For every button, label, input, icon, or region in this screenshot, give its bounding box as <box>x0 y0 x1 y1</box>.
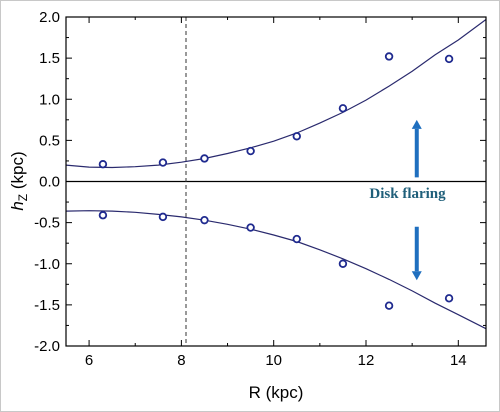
data-point-lower-1 <box>158 212 168 222</box>
data-point-lower-4 <box>292 234 301 244</box>
data-point-lower-3 <box>246 223 255 232</box>
x-tick-label: 12 <box>358 352 375 369</box>
arrow-head-down <box>411 271 422 281</box>
data-point-upper-5 <box>338 104 348 113</box>
y-tick-label: 0.5 <box>39 132 60 149</box>
data-point-lower-7 <box>444 294 454 303</box>
y-tick-label: 2.0 <box>39 9 60 26</box>
x-axis-title: R (kpc) <box>249 383 304 402</box>
y-tick-label: -0.5 <box>34 215 60 232</box>
data-point-upper-2 <box>200 154 209 163</box>
y-tick-label: -1.0 <box>34 256 60 273</box>
fit-curve-upper <box>66 19 486 169</box>
data-point-upper-1 <box>158 158 168 167</box>
x-tick-label: 10 <box>265 352 282 369</box>
arrow-head-up <box>411 119 422 129</box>
data-point-lower-2 <box>200 215 209 225</box>
y-axis-title: hZ (kpc) <box>8 151 30 210</box>
data-point-upper-4 <box>292 132 301 141</box>
x-tick-label: 6 <box>85 352 93 369</box>
data-point-lower-5 <box>338 259 348 268</box>
x-tick-label: 8 <box>177 352 185 369</box>
y-tick-label: -2.0 <box>34 338 60 355</box>
data-point-lower-0 <box>98 211 108 220</box>
y-tick-label: 0.0 <box>39 174 60 191</box>
y-tick-label: 1.0 <box>39 91 60 108</box>
x-tick-label: 14 <box>450 352 467 369</box>
y-tick-label: 1.5 <box>39 50 60 67</box>
fit-curve-lower <box>66 210 486 330</box>
y-tick-label: -1.5 <box>34 297 60 314</box>
data-point-upper-7 <box>444 54 454 64</box>
data-point-upper-6 <box>384 52 394 61</box>
data-point-upper-0 <box>98 160 108 169</box>
data-point-lower-6 <box>384 301 394 310</box>
data-point-upper-3 <box>246 146 255 156</box>
annotation-disk-flaring: Disk flaring <box>369 186 446 202</box>
